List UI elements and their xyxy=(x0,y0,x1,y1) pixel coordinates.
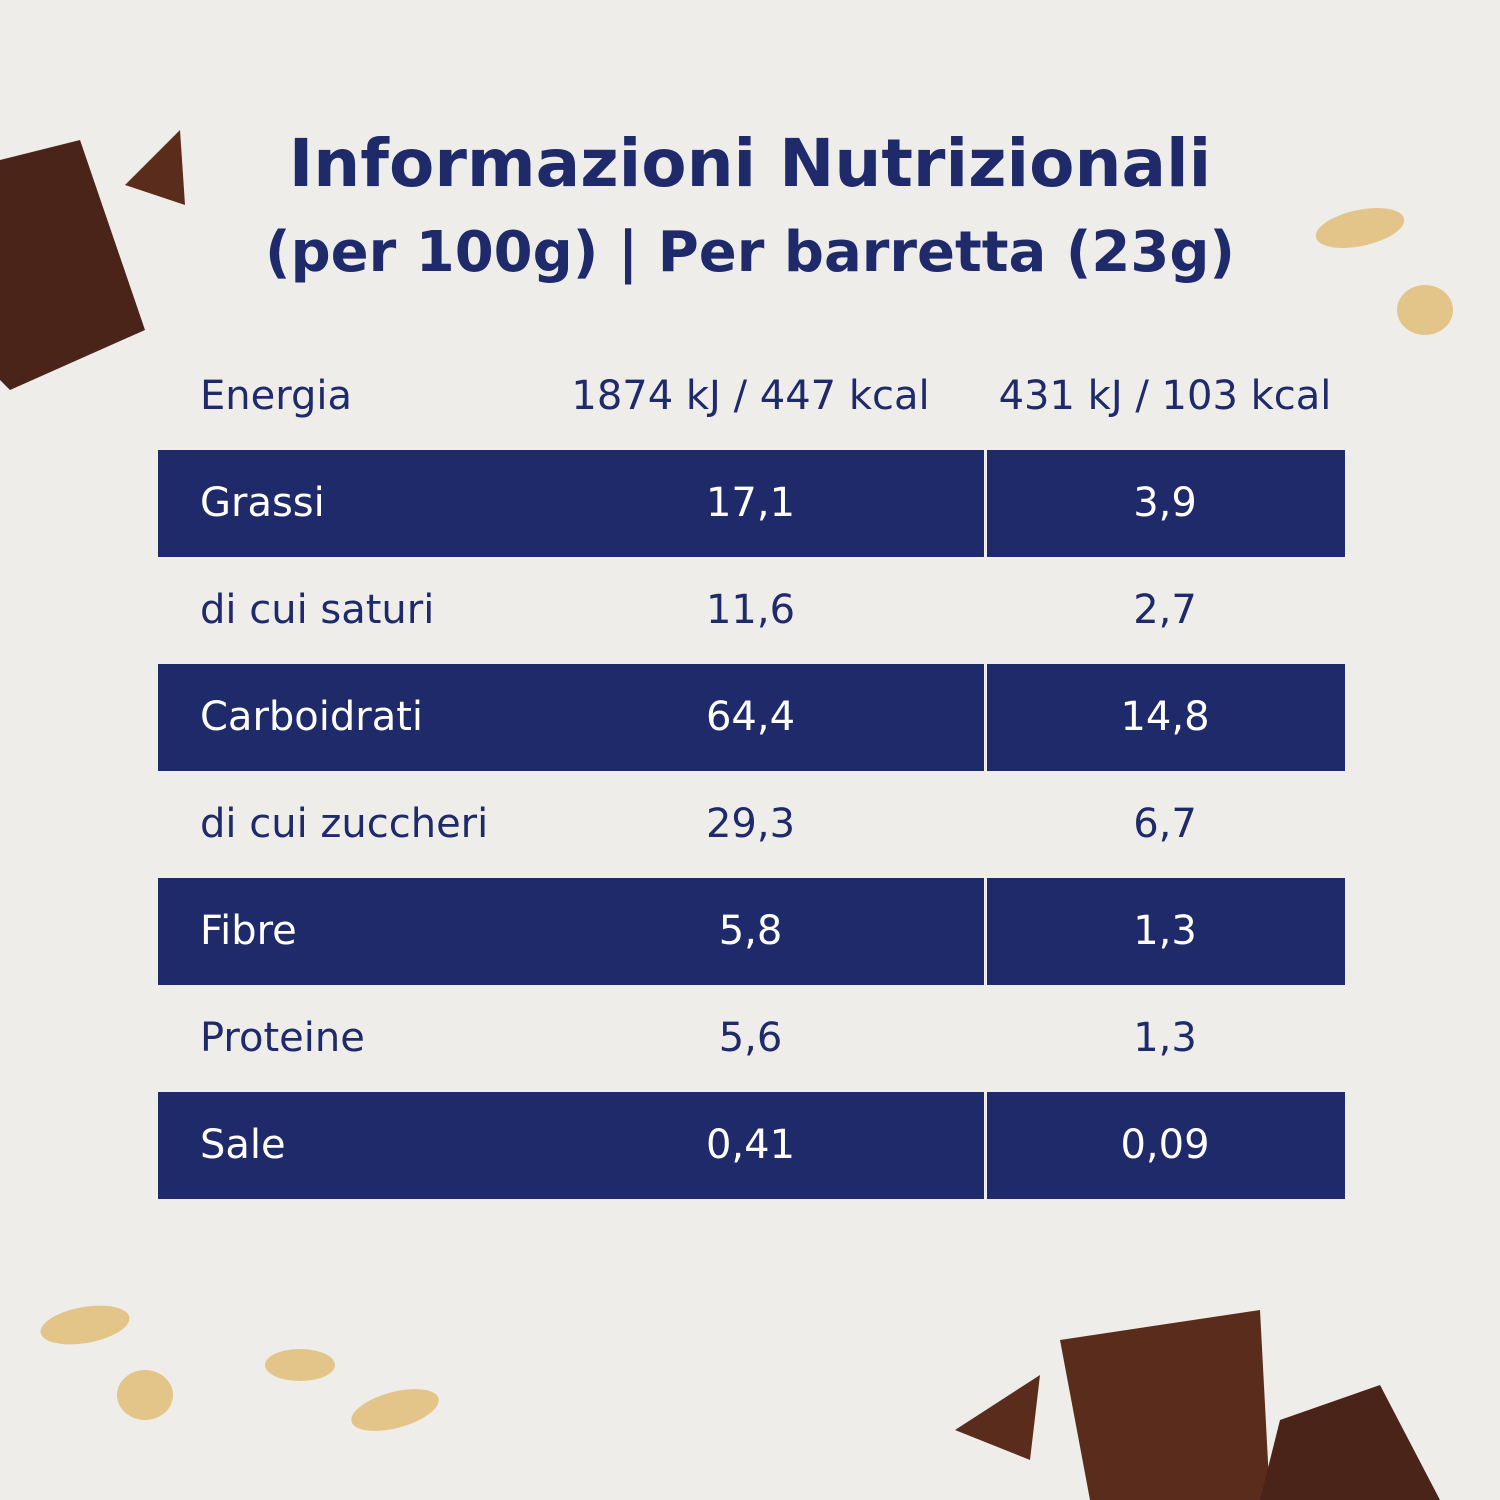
nutrient-value: 431 kJ / 103 kcal xyxy=(998,373,1332,419)
nutrient-value: 14,8 xyxy=(1120,694,1210,740)
nutrient-label: Carboidrati xyxy=(200,694,424,740)
column-divider xyxy=(984,878,987,985)
nutrient-label: di cui saturi xyxy=(200,587,435,633)
nutrient-value: 2,7 xyxy=(1133,587,1197,633)
nutrient-value: 0,09 xyxy=(1120,1122,1210,1168)
column-divider xyxy=(984,1092,987,1199)
nutrient-label: Grassi xyxy=(200,480,325,526)
table-row: Sale 0,41 0,09 xyxy=(158,1092,1345,1199)
nutrient-label: Fibre xyxy=(200,908,297,954)
nutrient-value: 6,7 xyxy=(1133,801,1197,847)
subtitle: (per 100g) | Per barretta (23g) xyxy=(264,220,1236,285)
nutrient-value: 11,6 xyxy=(705,587,796,633)
nutrient-value: 17,1 xyxy=(705,480,796,526)
column-divider xyxy=(984,450,987,557)
title: Informazioni Nutrizionali xyxy=(288,125,1212,202)
nutrient-value: 1,3 xyxy=(1133,908,1197,954)
table-row: Proteine 5,6 1,3 xyxy=(158,985,1345,1092)
table-row: Fibre 5,8 1,3 xyxy=(158,878,1345,985)
nutrient-value: 1874 kJ / 447 kcal xyxy=(571,373,930,419)
nutrient-value: 29,3 xyxy=(705,801,796,847)
column-divider xyxy=(984,664,987,771)
table-row: Energia 1874 kJ / 447 kcal 431 kJ / 103 kc… xyxy=(158,343,1345,450)
table-row: di cui saturi 11,6 2,7 xyxy=(158,557,1345,664)
nutrient-value: 0,41 xyxy=(705,1122,796,1168)
nutrient-label: Proteine xyxy=(200,1015,365,1061)
nutrient-label: Energia xyxy=(200,373,352,419)
nutrient-label: Sale xyxy=(200,1122,286,1168)
nutrient-value: 1,3 xyxy=(1133,1015,1197,1061)
nutrient-value: 5,6 xyxy=(718,1015,783,1061)
nutrient-value: 3,9 xyxy=(1133,480,1197,526)
table-row: Carboidrati 64,4 14,8 xyxy=(158,664,1345,771)
nutrient-label: di cui zuccheri xyxy=(200,801,489,847)
table-row: Grassi 17,1 3,9 xyxy=(158,450,1345,557)
nutrient-value: 64,4 xyxy=(705,694,796,740)
nutrient-value: 5,8 xyxy=(718,908,783,954)
table-row: di cui zuccheri 29,3 6,7 xyxy=(158,771,1345,878)
